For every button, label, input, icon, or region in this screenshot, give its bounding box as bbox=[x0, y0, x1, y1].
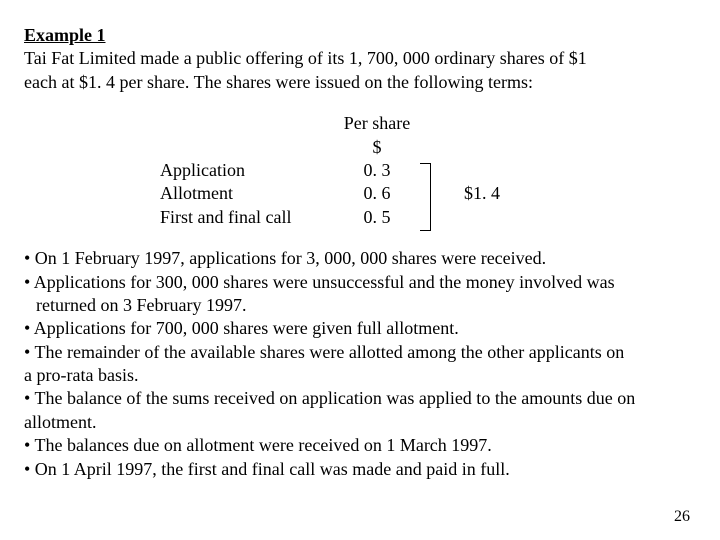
share-terms-table: Per share $ Application 0. 3 $1. 4 Allot… bbox=[154, 112, 696, 229]
bullet-line: • The balance of the sums received on ap… bbox=[24, 387, 696, 410]
row-label: First and final call bbox=[154, 206, 336, 229]
intro-block: Example 1 Tai Fat Limited made a public … bbox=[24, 24, 696, 94]
bullet-line: • The balances due on allotment were rec… bbox=[24, 434, 696, 457]
page-number: 26 bbox=[674, 507, 690, 528]
table-header-pershare: Per share bbox=[336, 112, 418, 135]
bullet-list: • On 1 February 1997, applications for 3… bbox=[24, 247, 696, 481]
bullet-line: returned on 3 February 1997. bbox=[24, 294, 696, 317]
table-header-currency: $ bbox=[336, 136, 418, 159]
brace-icon bbox=[418, 159, 450, 229]
row-value: 0. 6 bbox=[336, 182, 418, 205]
example-heading: Example 1 bbox=[24, 25, 106, 45]
row-value: 0. 5 bbox=[336, 206, 418, 229]
bullet-line: • Applications for 300, 000 shares were … bbox=[24, 271, 696, 294]
total-value: $1. 4 bbox=[450, 159, 506, 229]
bullet-line: • On 1 February 1997, applications for 3… bbox=[24, 247, 696, 270]
bullet-line: • On 1 April 1997, the first and final c… bbox=[24, 458, 696, 481]
bullet-line: • The remainder of the available shares … bbox=[24, 341, 696, 364]
page-container: Example 1 Tai Fat Limited made a public … bbox=[0, 0, 720, 481]
row-label: Application bbox=[154, 159, 336, 182]
intro-line-1: Tai Fat Limited made a public offering o… bbox=[24, 48, 587, 68]
row-value: 0. 3 bbox=[336, 159, 418, 182]
intro-line-2: each at $1. 4 per share. The shares were… bbox=[24, 72, 533, 92]
bullet-line: allotment. bbox=[24, 411, 696, 434]
bullet-line: • Applications for 700, 000 shares were … bbox=[24, 317, 696, 340]
bullet-line: a pro-rata basis. bbox=[24, 364, 696, 387]
row-label: Allotment bbox=[154, 182, 336, 205]
